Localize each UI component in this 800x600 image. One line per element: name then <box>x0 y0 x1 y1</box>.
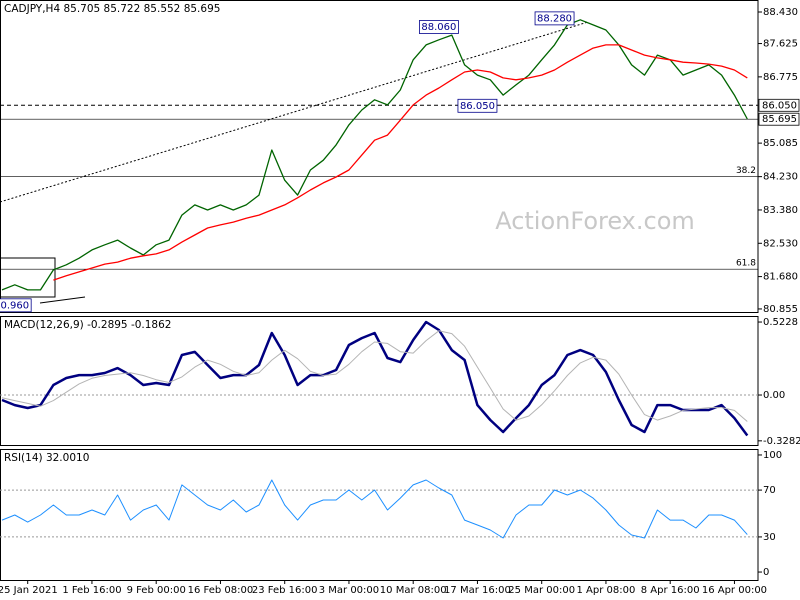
panel-title: MACD(12,26,9) -0.2895 -0.1862 <box>4 319 171 331</box>
x-tick-label: 25 Mar 00:00 <box>508 585 575 596</box>
annotation-box <box>534 11 575 26</box>
x-tick-label: 17 Mar 16:00 <box>444 585 511 596</box>
x-tick-label: 8 Apr 16:00 <box>641 585 700 596</box>
level-label-box <box>758 98 800 112</box>
annotation-box <box>0 298 32 313</box>
annotation-label: 86.050 <box>460 101 495 112</box>
x-tick-label: 16 Feb 08:00 <box>188 585 254 596</box>
x-tick-label: 3 Mar 00:00 <box>319 585 379 596</box>
panel-border <box>0 449 759 581</box>
y-tick-label: 85.085 <box>763 138 798 149</box>
y-tick-label: 87.625 <box>763 39 798 50</box>
annotation-label: 88.060 <box>421 22 456 33</box>
x-tick-label: 10 Mar 08:00 <box>380 585 447 596</box>
level-label: 61.8 <box>736 259 756 269</box>
series-line <box>1 479 748 539</box>
x-tick-label: 1 Apr 08:00 <box>577 585 636 596</box>
y-tick-label: 81.680 <box>763 272 798 283</box>
annotation-label: 88.280 <box>537 13 572 24</box>
panel-border <box>0 0 759 313</box>
series-line <box>1 19 748 291</box>
level-label: 86.050 <box>762 100 797 111</box>
panel-title: CADJPY,H4 85.705 85.722 85.552 85.695 <box>4 3 220 15</box>
x-tick-label: 1 Feb 16:00 <box>62 585 121 596</box>
annotation-label: 0.960 <box>1 300 30 311</box>
y-tick-label: 100 <box>763 450 782 461</box>
y-tick-label: 0.5228 <box>763 317 798 328</box>
annotation-box <box>418 20 459 34</box>
series-line <box>53 44 748 281</box>
trendline <box>39 296 86 304</box>
y-tick-label: 84.230 <box>763 172 798 183</box>
panel-border <box>0 316 759 446</box>
y-tick-label: 83.380 <box>763 205 798 216</box>
level-label-box <box>758 112 800 126</box>
level-label: 85.695 <box>762 114 797 125</box>
x-tick-label: 9 Feb 00:00 <box>127 585 186 596</box>
y-tick-label: 82.530 <box>763 238 798 249</box>
y-tick-label: 70 <box>763 485 776 496</box>
trendline <box>0 21 589 203</box>
annotation-box <box>457 98 498 113</box>
y-tick-label: 0 <box>763 567 769 578</box>
y-tick-label: 80.855 <box>763 304 798 315</box>
x-tick-label: 16 Apr 00:00 <box>702 585 767 596</box>
y-tick-label: 88.430 <box>763 7 798 18</box>
y-tick-label: -0.3282 <box>763 436 800 447</box>
y-tick-label: 0.00 <box>763 390 785 401</box>
x-tick-label: 25 Jan 2021 <box>0 585 58 596</box>
watermark: ActionForex.com <box>495 207 695 235</box>
level-label: 38.2 <box>736 166 756 176</box>
panel-title: RSI(14) 32.0010 <box>4 452 89 464</box>
y-tick-label: 30 <box>763 532 776 543</box>
series-line <box>1 330 748 422</box>
y-tick-label: 86.775 <box>763 72 798 83</box>
x-tick-label: 23 Feb 16:00 <box>252 585 318 596</box>
range-box <box>0 257 56 298</box>
